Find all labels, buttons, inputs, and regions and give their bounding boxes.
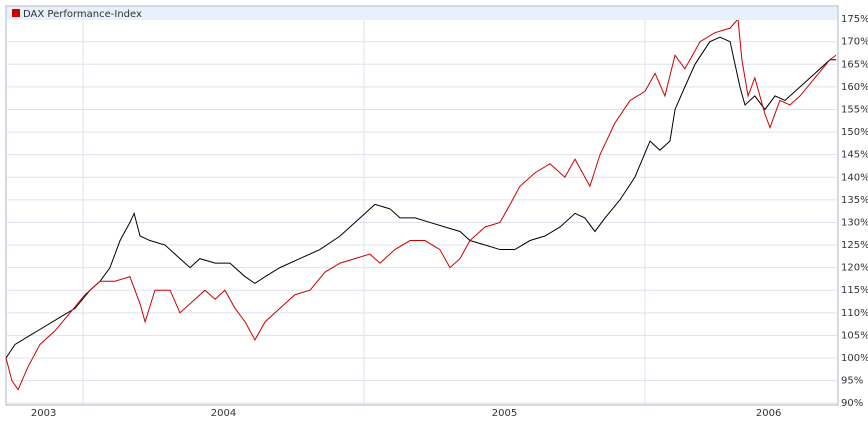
y-tick-label: 160% (841, 82, 868, 93)
y-tick-label: 155% (841, 104, 868, 115)
y-tick-label: 135% (841, 195, 868, 206)
y-tick-label: 115% (841, 285, 868, 296)
y-tick-label: 130% (841, 217, 868, 228)
legend-band (7, 7, 837, 20)
y-tick-label: 175% (841, 14, 868, 25)
y-tick-label: 90% (841, 398, 863, 409)
legend-label: DAX Performance-Index (23, 9, 142, 20)
y-tick-label: 105% (841, 330, 868, 341)
x-tick-label: 2006 (756, 408, 781, 419)
y-tick-label: 165% (841, 59, 868, 70)
y-tick-label: 170% (841, 37, 868, 48)
legend-swatch (12, 9, 20, 17)
y-tick-label: 95% (841, 376, 863, 387)
y-tick-label: 120% (841, 263, 868, 274)
y-tick-label: 150% (841, 127, 868, 138)
series-line (5, 17, 837, 391)
y-tick-label: 100% (841, 353, 868, 364)
y-tick-label: 145% (841, 150, 868, 161)
plot-area (5, 5, 839, 406)
y-tick-label: 110% (841, 308, 868, 319)
x-tick-label: 2005 (492, 408, 517, 419)
x-tick-label: 2003 (31, 408, 56, 419)
y-tick-label: 125% (841, 240, 868, 251)
y-tick-label: 140% (841, 172, 868, 183)
x-tick-label: 2004 (211, 408, 236, 419)
series-line (5, 36, 837, 359)
